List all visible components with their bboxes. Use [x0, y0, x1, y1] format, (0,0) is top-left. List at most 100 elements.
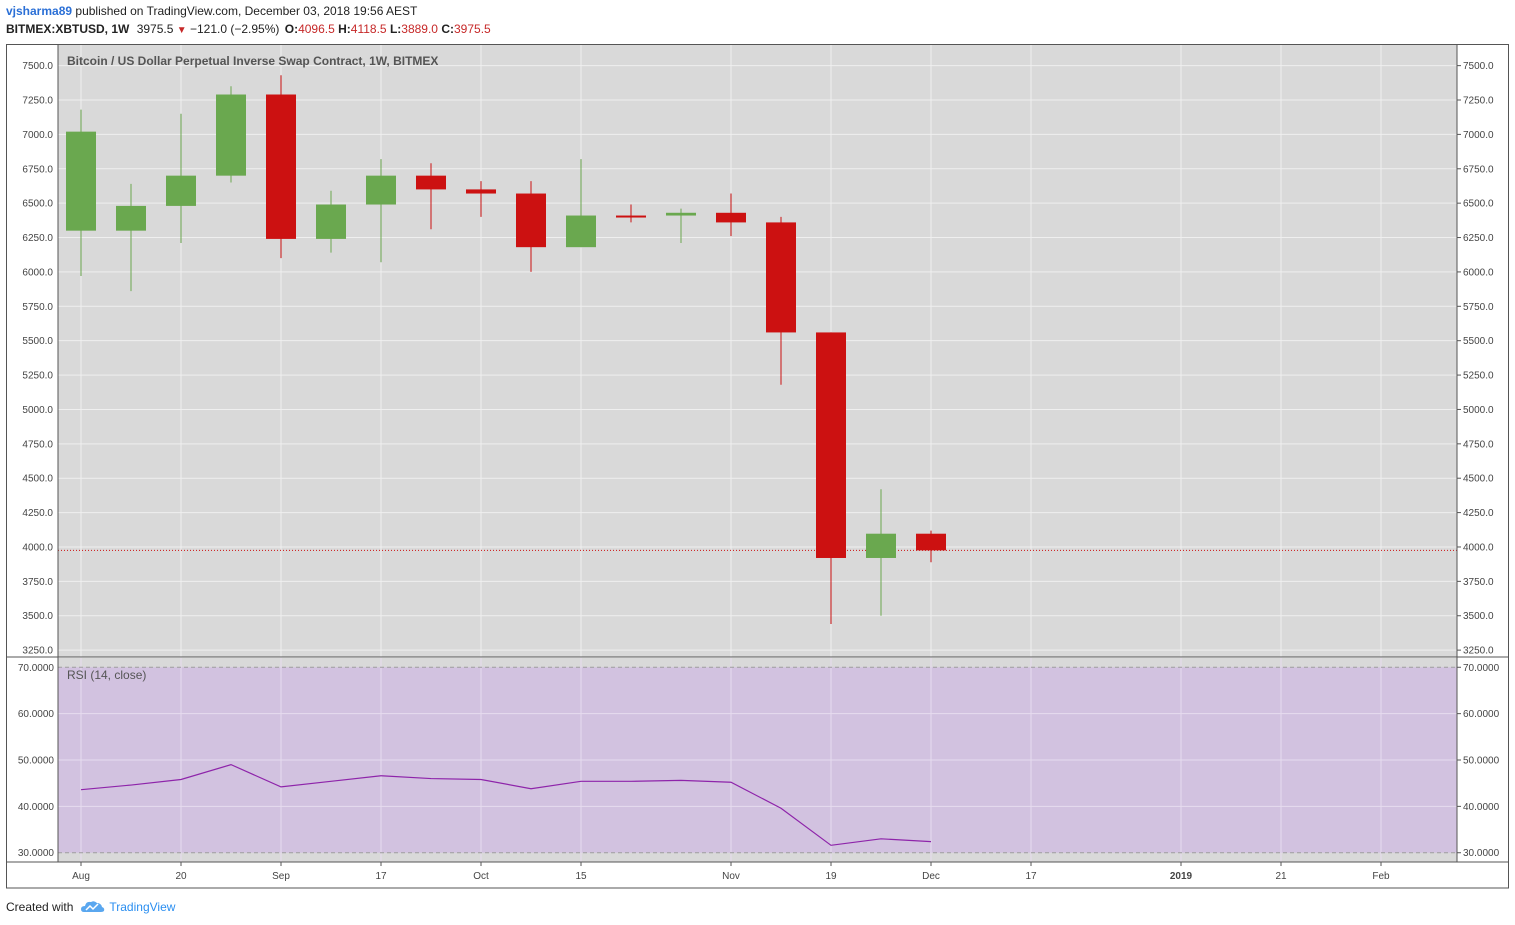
candle-body	[916, 533, 946, 551]
candle-body	[616, 215, 646, 218]
price-tick-left: 3500.0	[22, 611, 53, 622]
rsi-tick-left: 40.0000	[18, 802, 55, 813]
x-tick-label: Oct	[473, 871, 489, 882]
candle-body	[566, 215, 596, 248]
price-tick-left: 6750.0	[22, 164, 53, 175]
price-tick-right: 7500.0	[1463, 61, 1494, 72]
price-tick-left: 6000.0	[22, 267, 53, 278]
x-tick-label: Feb	[1372, 871, 1390, 882]
candle-body	[316, 204, 346, 239]
x-tick-label: 17	[1025, 871, 1037, 882]
x-tick-label: 15	[575, 871, 587, 882]
x-tick-label: 2019	[1170, 871, 1193, 882]
price-tick-right: 6250.0	[1463, 233, 1494, 244]
candle-body	[216, 94, 246, 176]
created-with-text: Created with	[6, 900, 74, 914]
rsi-tick-right: 70.0000	[1463, 663, 1500, 674]
price-tick-left: 5000.0	[22, 405, 53, 416]
down-arrow-icon: ▼	[176, 25, 187, 36]
price-tick-left: 4000.0	[22, 542, 53, 553]
x-tick-label: 19	[825, 871, 837, 882]
price-tick-right: 7250.0	[1463, 96, 1494, 107]
price-tick-right: 4500.0	[1463, 474, 1494, 485]
close-value: 3975.5	[454, 22, 491, 36]
chart-title: Bitcoin / US Dollar Perpetual Inverse Sw…	[67, 54, 438, 68]
price-tick-right: 5500.0	[1463, 336, 1494, 347]
chart-marks	[58, 75, 1457, 846]
price-tick-left: 3750.0	[22, 577, 53, 588]
x-tick-label: 20	[175, 871, 187, 882]
price-tick-right: 5000.0	[1463, 405, 1494, 416]
chart-frame	[6, 44, 1509, 889]
price-tick-right: 7000.0	[1463, 130, 1494, 141]
price-tick-left: 4250.0	[22, 508, 53, 519]
price-tick-left: 7250.0	[22, 96, 53, 107]
symbol-info: BITMEX:XBTUSD, 1W 3975.5 ▼ −121.0 (−2.95…	[6, 22, 491, 36]
rsi-tick-left: 30.0000	[18, 848, 55, 859]
x-tick-label: Dec	[922, 871, 940, 882]
price-tick-right: 4000.0	[1463, 542, 1494, 553]
price-tick-left: 3250.0	[22, 646, 53, 657]
candle-body	[716, 212, 746, 223]
rsi-tick-right: 30.0000	[1463, 848, 1500, 859]
candle-body	[166, 175, 196, 206]
tradingview-link[interactable]: TradingView	[109, 900, 176, 914]
high-label: H:	[338, 22, 351, 36]
rsi-title: RSI (14, close)	[67, 668, 146, 682]
price-tick-right: 3500.0	[1463, 611, 1494, 622]
footer: Created with TradingView	[6, 900, 175, 914]
published-text: published on TradingView.com, December 0…	[75, 4, 418, 18]
open-label: O:	[284, 22, 299, 36]
rsi-tick-left: 50.0000	[18, 756, 55, 767]
candle-body	[116, 205, 146, 231]
rsi-line	[80, 763, 932, 846]
x-tick-label: Sep	[272, 871, 290, 882]
x-tick-label: 21	[1275, 871, 1287, 882]
low-value: 3889.0	[401, 22, 438, 36]
open-value: 4096.5	[298, 22, 335, 36]
price-tick-right: 6500.0	[1463, 199, 1494, 210]
price-tick-right: 3250.0	[1463, 646, 1494, 657]
price-change: −121.0 (−2.95%)	[189, 22, 280, 36]
price-tick-left: 5250.0	[22, 371, 53, 382]
candle-body	[816, 332, 846, 558]
rsi-tick-right: 60.0000	[1463, 709, 1500, 720]
x-tick-label: 17	[375, 871, 387, 882]
publish-info: vjsharma89 published on TradingView.com,…	[6, 4, 417, 18]
author-link[interactable]: vjsharma89	[6, 4, 73, 18]
price-tick-right: 5750.0	[1463, 302, 1494, 313]
price-tick-right: 6000.0	[1463, 267, 1494, 278]
candle-body	[666, 212, 696, 216]
price-tick-right: 3750.0	[1463, 577, 1494, 588]
price-tick-left: 4750.0	[22, 439, 53, 450]
rsi-tick-right: 50.0000	[1463, 756, 1500, 767]
high-value: 4118.5	[350, 22, 387, 36]
rsi-tick-left: 60.0000	[18, 709, 55, 720]
symbol-label: BITMEX:XBTUSD, 1W	[6, 22, 130, 36]
price-tick-right: 4750.0	[1463, 439, 1494, 450]
candle-body	[766, 222, 796, 333]
candle-body	[866, 533, 896, 558]
price-tick-right: 6750.0	[1463, 164, 1494, 175]
close-label: C:	[441, 22, 454, 36]
price-tick-right: 4250.0	[1463, 508, 1494, 519]
price-tick-left: 5750.0	[22, 302, 53, 313]
grid-lines	[58, 45, 1457, 862]
low-label: L:	[389, 22, 402, 36]
tradingview-cloud-icon	[81, 901, 105, 912]
axes: 3250.0 3250.0 3500.0 3500.0 3750.0 3750.0 4000…	[6, 44, 1509, 889]
candle-body	[266, 94, 296, 239]
price-tick-left: 6500.0	[22, 199, 53, 210]
candle-body	[466, 189, 496, 194]
x-tick-label: Aug	[72, 871, 90, 882]
price-tick-left: 4500.0	[22, 474, 53, 485]
candle-body	[366, 175, 396, 205]
price-tick-left: 5500.0	[22, 336, 53, 347]
price-tick-left: 6250.0	[22, 233, 53, 244]
candle-body	[516, 193, 546, 248]
rsi-tick-left: 70.0000	[18, 663, 55, 674]
price-tick-left: 7500.0	[22, 61, 53, 72]
price-tick-right: 5250.0	[1463, 371, 1494, 382]
price-tick-left: 7000.0	[22, 130, 53, 141]
